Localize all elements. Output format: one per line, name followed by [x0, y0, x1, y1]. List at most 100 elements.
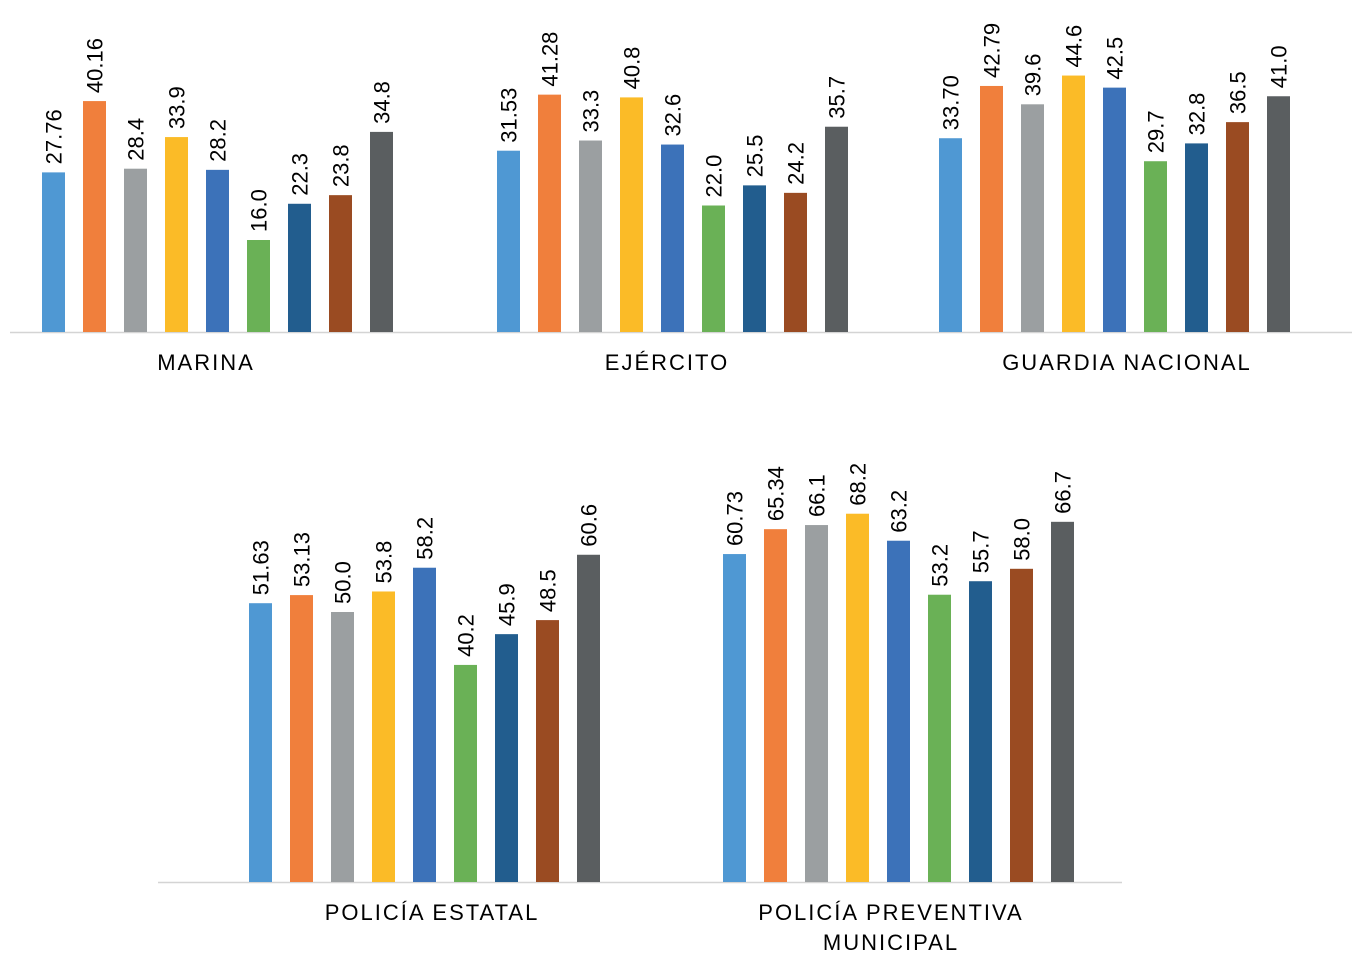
bar-marina-4: [165, 137, 188, 332]
bar-marina-3: [124, 168, 147, 332]
bar-guardia-nacional-8: [1226, 122, 1249, 332]
bar-policia-preventiva-municipal-2: [764, 529, 787, 882]
bar-group-guardia-nacional: 33.70 42.79 39.6 44.6 42.5 29.7 32.8 36.5 41.0: [939, 23, 1292, 333]
bar-guardia-nacional-4: [1062, 75, 1085, 333]
data-label: 27.76: [42, 109, 67, 164]
bar-group-policia-preventiva-municipal: 60.73 65.34 66.1 68.2 63.2 53.2 55.7 58.0 66.7: [723, 463, 1076, 882]
data-label: 25.5: [743, 135, 768, 178]
data-label: 66.1: [805, 474, 830, 517]
bar-policia-preventiva-municipal-7: [969, 581, 992, 882]
bar-policia-estatal-4: [372, 591, 395, 882]
data-label: 22.3: [288, 153, 313, 196]
chart-panel-top: 27.76 40.16 28.4 33.9 28.2 16.0 22.3 23.8 34.8 MA…: [10, 23, 1352, 375]
data-label: 16.0: [247, 189, 272, 232]
bar-ejercito-6: [702, 205, 725, 332]
data-label: 68.2: [846, 463, 871, 506]
data-label: 50.0: [331, 561, 356, 604]
bar-guardia-nacional-6: [1144, 161, 1167, 332]
bar-guardia-nacional-2: [980, 85, 1003, 333]
bar-guardia-nacional-1: [939, 138, 962, 332]
bar-policia-estatal-7: [495, 634, 518, 882]
data-label: 33.9: [165, 86, 190, 129]
bar-policia-preventiva-municipal-1: [723, 554, 746, 882]
bar-marina-1: [42, 172, 65, 332]
bar-guardia-nacional-7: [1185, 143, 1208, 332]
data-label: 53.8: [372, 541, 397, 584]
data-label: 28.2: [206, 119, 231, 162]
data-label: 40.2: [454, 614, 479, 657]
data-label: 41.28: [538, 32, 563, 87]
bar-policia-preventiva-municipal-4: [846, 513, 869, 882]
data-label: 40.16: [83, 38, 108, 93]
bar-ejercito-4: [620, 97, 643, 333]
bar-policia-preventiva-municipal-3: [805, 525, 828, 882]
data-label: 31.53: [497, 88, 522, 143]
data-label: 29.7: [1144, 110, 1169, 153]
data-label: 42.5: [1103, 37, 1128, 80]
bar-policia-preventiva-municipal-6: [928, 594, 951, 882]
chart-panel-bottom: 51.63 53.13 50.0 53.8 58.2 40.2 45.9 48.5 60.6 PO…: [158, 463, 1122, 955]
data-label: 28.4: [124, 118, 149, 161]
bar-ejercito-1: [497, 150, 520, 332]
bar-marina-2: [83, 101, 106, 332]
data-label: 32.6: [661, 94, 686, 137]
bar-marina-8: [329, 195, 352, 332]
data-label: 41.0: [1267, 45, 1292, 88]
data-label: 23.8: [329, 144, 354, 187]
data-label: 65.34: [764, 466, 789, 521]
data-label: 53.2: [928, 544, 953, 587]
data-label: 39.6: [1021, 53, 1046, 96]
bar-policia-estatal-1: [249, 603, 272, 882]
bar-policia-estatal-3: [331, 612, 354, 882]
data-label: 32.8: [1185, 93, 1210, 136]
bar-marina-6: [247, 240, 270, 332]
data-label: 55.7: [969, 530, 994, 573]
data-label: 48.5: [536, 569, 561, 612]
bar-policia-estatal-8: [536, 620, 559, 882]
data-label: 44.6: [1062, 25, 1087, 68]
bar-ejercito-9: [825, 126, 848, 332]
bar-policia-preventiva-municipal-8: [1010, 568, 1033, 882]
bar-guardia-nacional-5: [1103, 87, 1126, 332]
bar-policia-estatal-6: [454, 664, 477, 882]
bar-ejercito-7: [743, 185, 766, 332]
bar-policia-estatal-5: [413, 567, 436, 882]
bar-policia-estatal-9: [577, 554, 600, 882]
data-label: 53.13: [290, 532, 315, 587]
bar-ejercito-5: [661, 144, 684, 332]
category-label: MUNICIPAL: [823, 930, 959, 955]
data-label: 63.2: [887, 490, 912, 533]
bar-guardia-nacional-9: [1267, 96, 1290, 332]
data-label: 45.9: [495, 583, 520, 626]
bar-group-ejercito: 31.53 41.28 33.3 40.8 32.6 22.0 25.5 24.2 35.7: [497, 32, 850, 333]
data-label: 58.0: [1010, 518, 1035, 561]
bar-ejercito-8: [784, 192, 807, 332]
category-label: MARINA: [157, 350, 255, 375]
bar-policia-preventiva-municipal-5: [887, 540, 910, 882]
bar-policia-estatal-2: [290, 595, 313, 882]
data-label: 35.7: [825, 76, 850, 119]
bar-guardia-nacional-3: [1021, 104, 1044, 332]
data-label: 40.8: [620, 47, 645, 90]
data-label: 34.8: [370, 81, 395, 124]
bar-marina-7: [288, 203, 311, 332]
bar-ejercito-2: [538, 94, 561, 332]
category-label: EJÉRCITO: [605, 350, 729, 375]
data-label: 66.7: [1051, 471, 1076, 514]
bar-ejercito-3: [579, 140, 602, 332]
data-label: 60.6: [577, 504, 602, 547]
data-label: 60.73: [723, 491, 748, 546]
data-label: 24.2: [784, 142, 809, 185]
data-label: 42.79: [980, 23, 1005, 78]
category-label: GUARDIA NACIONAL: [1002, 350, 1252, 375]
bar-marina-9: [370, 131, 393, 332]
category-label: POLICÍA ESTATAL: [325, 900, 540, 925]
data-label: 33.70: [939, 75, 964, 130]
data-label: 58.2: [413, 517, 438, 560]
category-label: POLICÍA PREVENTIVA: [758, 900, 1023, 925]
data-label: 51.63: [249, 540, 274, 595]
bar-marina-5: [206, 169, 229, 332]
data-label: 33.3: [579, 90, 604, 133]
